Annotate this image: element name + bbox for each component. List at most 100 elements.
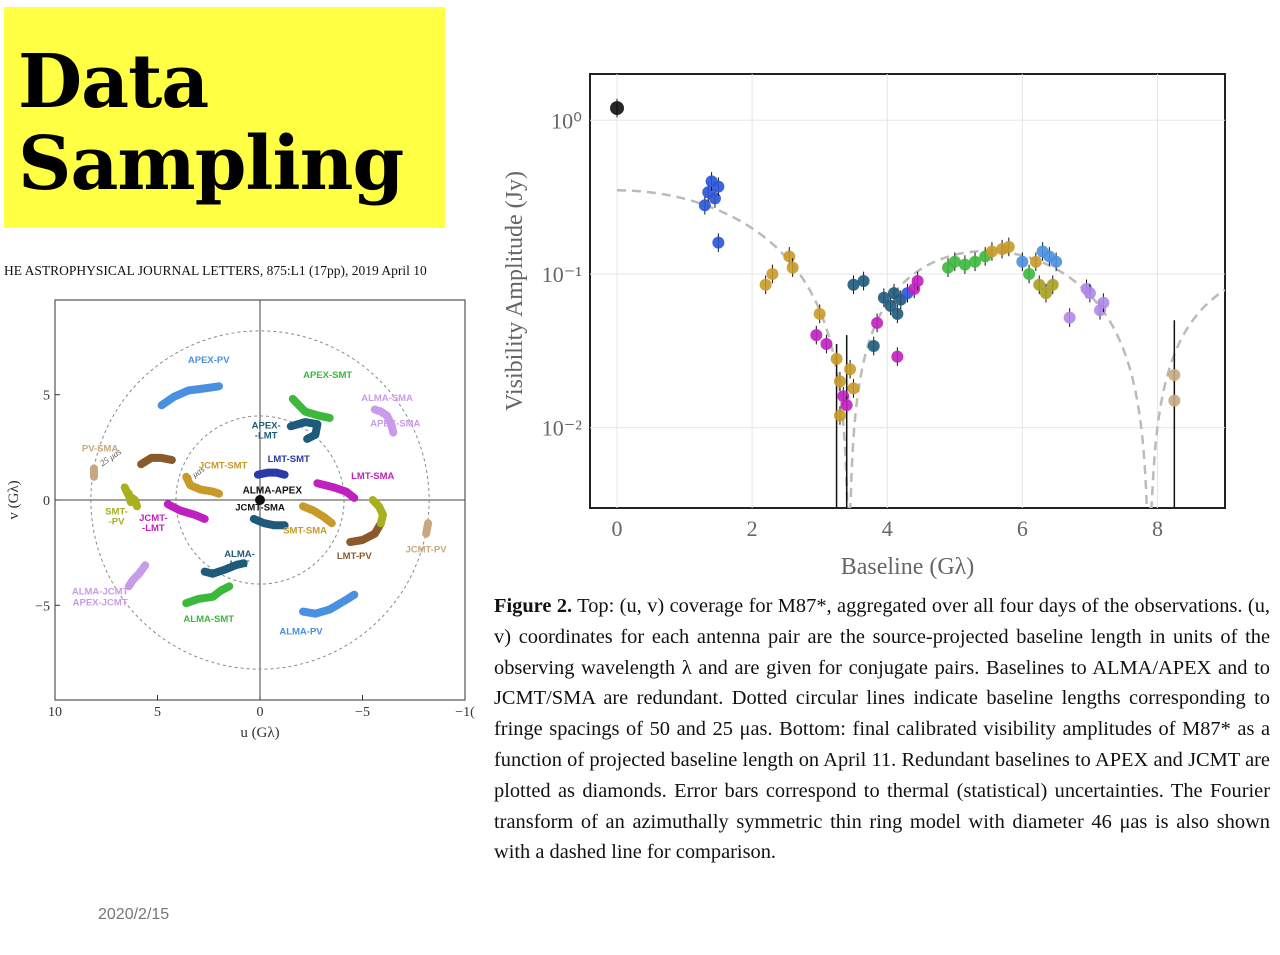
vis-data-point	[830, 352, 843, 365]
caption-text: Top: (u, v) coverage for M87*, aggregate…	[494, 595, 1270, 864]
uv-track-apex-pv	[157, 382, 223, 410]
uv-baseline-label: APEX-JCMT	[73, 597, 128, 608]
visibility-amplitude-plot: 0 2 4 6 8 10⁰ 10⁻¹ 10⁻² Baseline (Gλ) Visibility …	[502, 73, 1226, 580]
vis-data-point	[810, 329, 823, 342]
slide-title: Data Sampling	[18, 39, 404, 207]
vis-x-tick-label: 0	[612, 516, 623, 541]
uv-baseline-label: LMT-PV	[337, 551, 372, 562]
vis-data-point	[1023, 267, 1036, 280]
vis-data-point	[1039, 287, 1052, 300]
vis-data-point	[1016, 255, 1029, 268]
title-line2: Sampling	[18, 121, 404, 207]
uv-baseline-label: -LMT	[255, 430, 278, 441]
uv-track-lmt-pv	[346, 519, 385, 547]
uv-baseline-label: ALMA-	[224, 549, 255, 560]
uv-baseline-label: PV-SMA	[82, 444, 119, 455]
vis-data-point	[1033, 278, 1046, 291]
uv-x-tick-label: 0	[257, 705, 264, 720]
vis-x-tick-label: 6	[1017, 516, 1028, 541]
vis-data-point	[712, 236, 725, 249]
uv-baseline-label: JCMT-	[139, 513, 168, 524]
uv-x-tick-label: −5	[355, 705, 370, 720]
vis-y-axis-label: Visibility Amplitude (Jy)	[502, 171, 528, 411]
uv-baseline-label: SMT-SMA	[283, 526, 327, 537]
uv-baseline-label: SMT-	[105, 507, 128, 518]
vis-data-point	[985, 245, 998, 258]
uv-track-pv-smt-brown	[137, 453, 176, 469]
uv-y-tick-label: 0	[43, 494, 50, 509]
uv-track-jcmt-smt	[182, 472, 223, 498]
vis-data-point	[871, 316, 884, 329]
uv-center-label: ALMA-APEX	[243, 486, 303, 497]
vis-data-point	[1063, 311, 1076, 324]
vis-data-point	[1046, 278, 1059, 291]
vis-data-point	[969, 255, 982, 268]
uv-track-alma-pv	[299, 590, 359, 618]
slide-date: 2020/2/15	[98, 906, 170, 923]
vis-x-axis-label: Baseline (Gλ)	[841, 554, 975, 580]
uv-track-alma-jcmt	[124, 561, 150, 591]
uv-x-tick-label: 10	[48, 705, 62, 720]
fringe-circle	[90, 330, 430, 670]
uv-x-tick-label: 5	[154, 705, 161, 720]
vis-data-point	[1083, 287, 1096, 300]
uv-track-lmt-smt	[253, 468, 289, 479]
vis-data-point	[1050, 255, 1063, 268]
uv-track-jcmt-pv	[422, 519, 433, 538]
vis-data-point	[1168, 394, 1181, 407]
uv-y-axis-label: v (Gλ)	[6, 480, 22, 519]
uv-baseline-label: JCMT-SMT	[199, 460, 248, 471]
vis-data-point	[891, 307, 904, 320]
uv-track-lmt-sma	[313, 479, 359, 502]
vis-data-point	[867, 339, 880, 352]
vis-y-tick-label: 10⁻²	[542, 416, 583, 441]
uv-baseline-label: ALMA-SMA	[361, 393, 413, 404]
vis-data-point	[891, 350, 904, 363]
vis-data-point	[708, 192, 721, 205]
uv-track-smt-sma	[299, 502, 336, 528]
vis-data-point	[840, 399, 853, 412]
uv-baseline-label: APEX-	[252, 420, 281, 431]
vis-x-tick-label: 8	[1152, 516, 1163, 541]
vis-data-point	[1002, 240, 1015, 253]
vis-data-point	[833, 409, 846, 422]
uv-baseline-label: JCMT-PV	[405, 545, 447, 556]
uv-track-smt-pv-olive-left	[124, 489, 135, 507]
vis-data-point	[833, 375, 846, 388]
uv-baseline-label: -PV	[109, 517, 126, 528]
vis-data-point	[610, 101, 625, 116]
uv-baseline-label: APEX-SMA	[370, 418, 420, 429]
figure-caption: Figure 2. Top: (u, v) coverage for M87*,…	[494, 591, 1270, 868]
vis-data-point	[958, 258, 971, 271]
uv-baseline-label: -LMT	[142, 523, 165, 534]
uv-x-tick-label: −1(	[455, 705, 475, 720]
uv-baseline-label: LMT-SMT	[268, 454, 310, 465]
vis-data-point	[783, 250, 796, 263]
vis-data-point	[820, 338, 833, 351]
title-box: Data Sampling	[4, 7, 445, 228]
uv-baseline-label: LMT-SMA	[351, 471, 394, 482]
vis-data-point	[911, 274, 924, 287]
vis-data-point	[759, 278, 772, 291]
vis-x-tick-label: 2	[747, 516, 758, 541]
uv-baseline-label: ALMA-JCMT	[72, 587, 129, 598]
uv-track-alma-smt	[182, 582, 234, 608]
uv-y-tick-label: 5	[43, 389, 50, 404]
vis-y-tick-label: 10⁻¹	[542, 262, 582, 287]
uv-baseline-label: ALMA-PV	[279, 627, 323, 638]
uv-track-apex-smt	[288, 394, 334, 422]
vis-data-point	[844, 363, 857, 376]
vis-data-point	[1029, 255, 1042, 268]
uv-y-tick-label: −5	[35, 599, 50, 614]
vis-data-point	[884, 299, 897, 312]
journal-header: HE ASTROPHYSICAL JOURNAL LETTERS, 875:L1…	[4, 263, 427, 278]
uv-center-point	[255, 495, 265, 505]
vis-data-point	[813, 307, 826, 320]
vis-data-point	[712, 180, 725, 193]
uv-track-alma-sma	[370, 405, 398, 437]
vis-data-point	[847, 382, 860, 395]
vis-data-point	[847, 278, 860, 291]
title-line1: Data	[18, 39, 209, 125]
uv-baseline-label: ALMA-SMT	[183, 614, 234, 625]
